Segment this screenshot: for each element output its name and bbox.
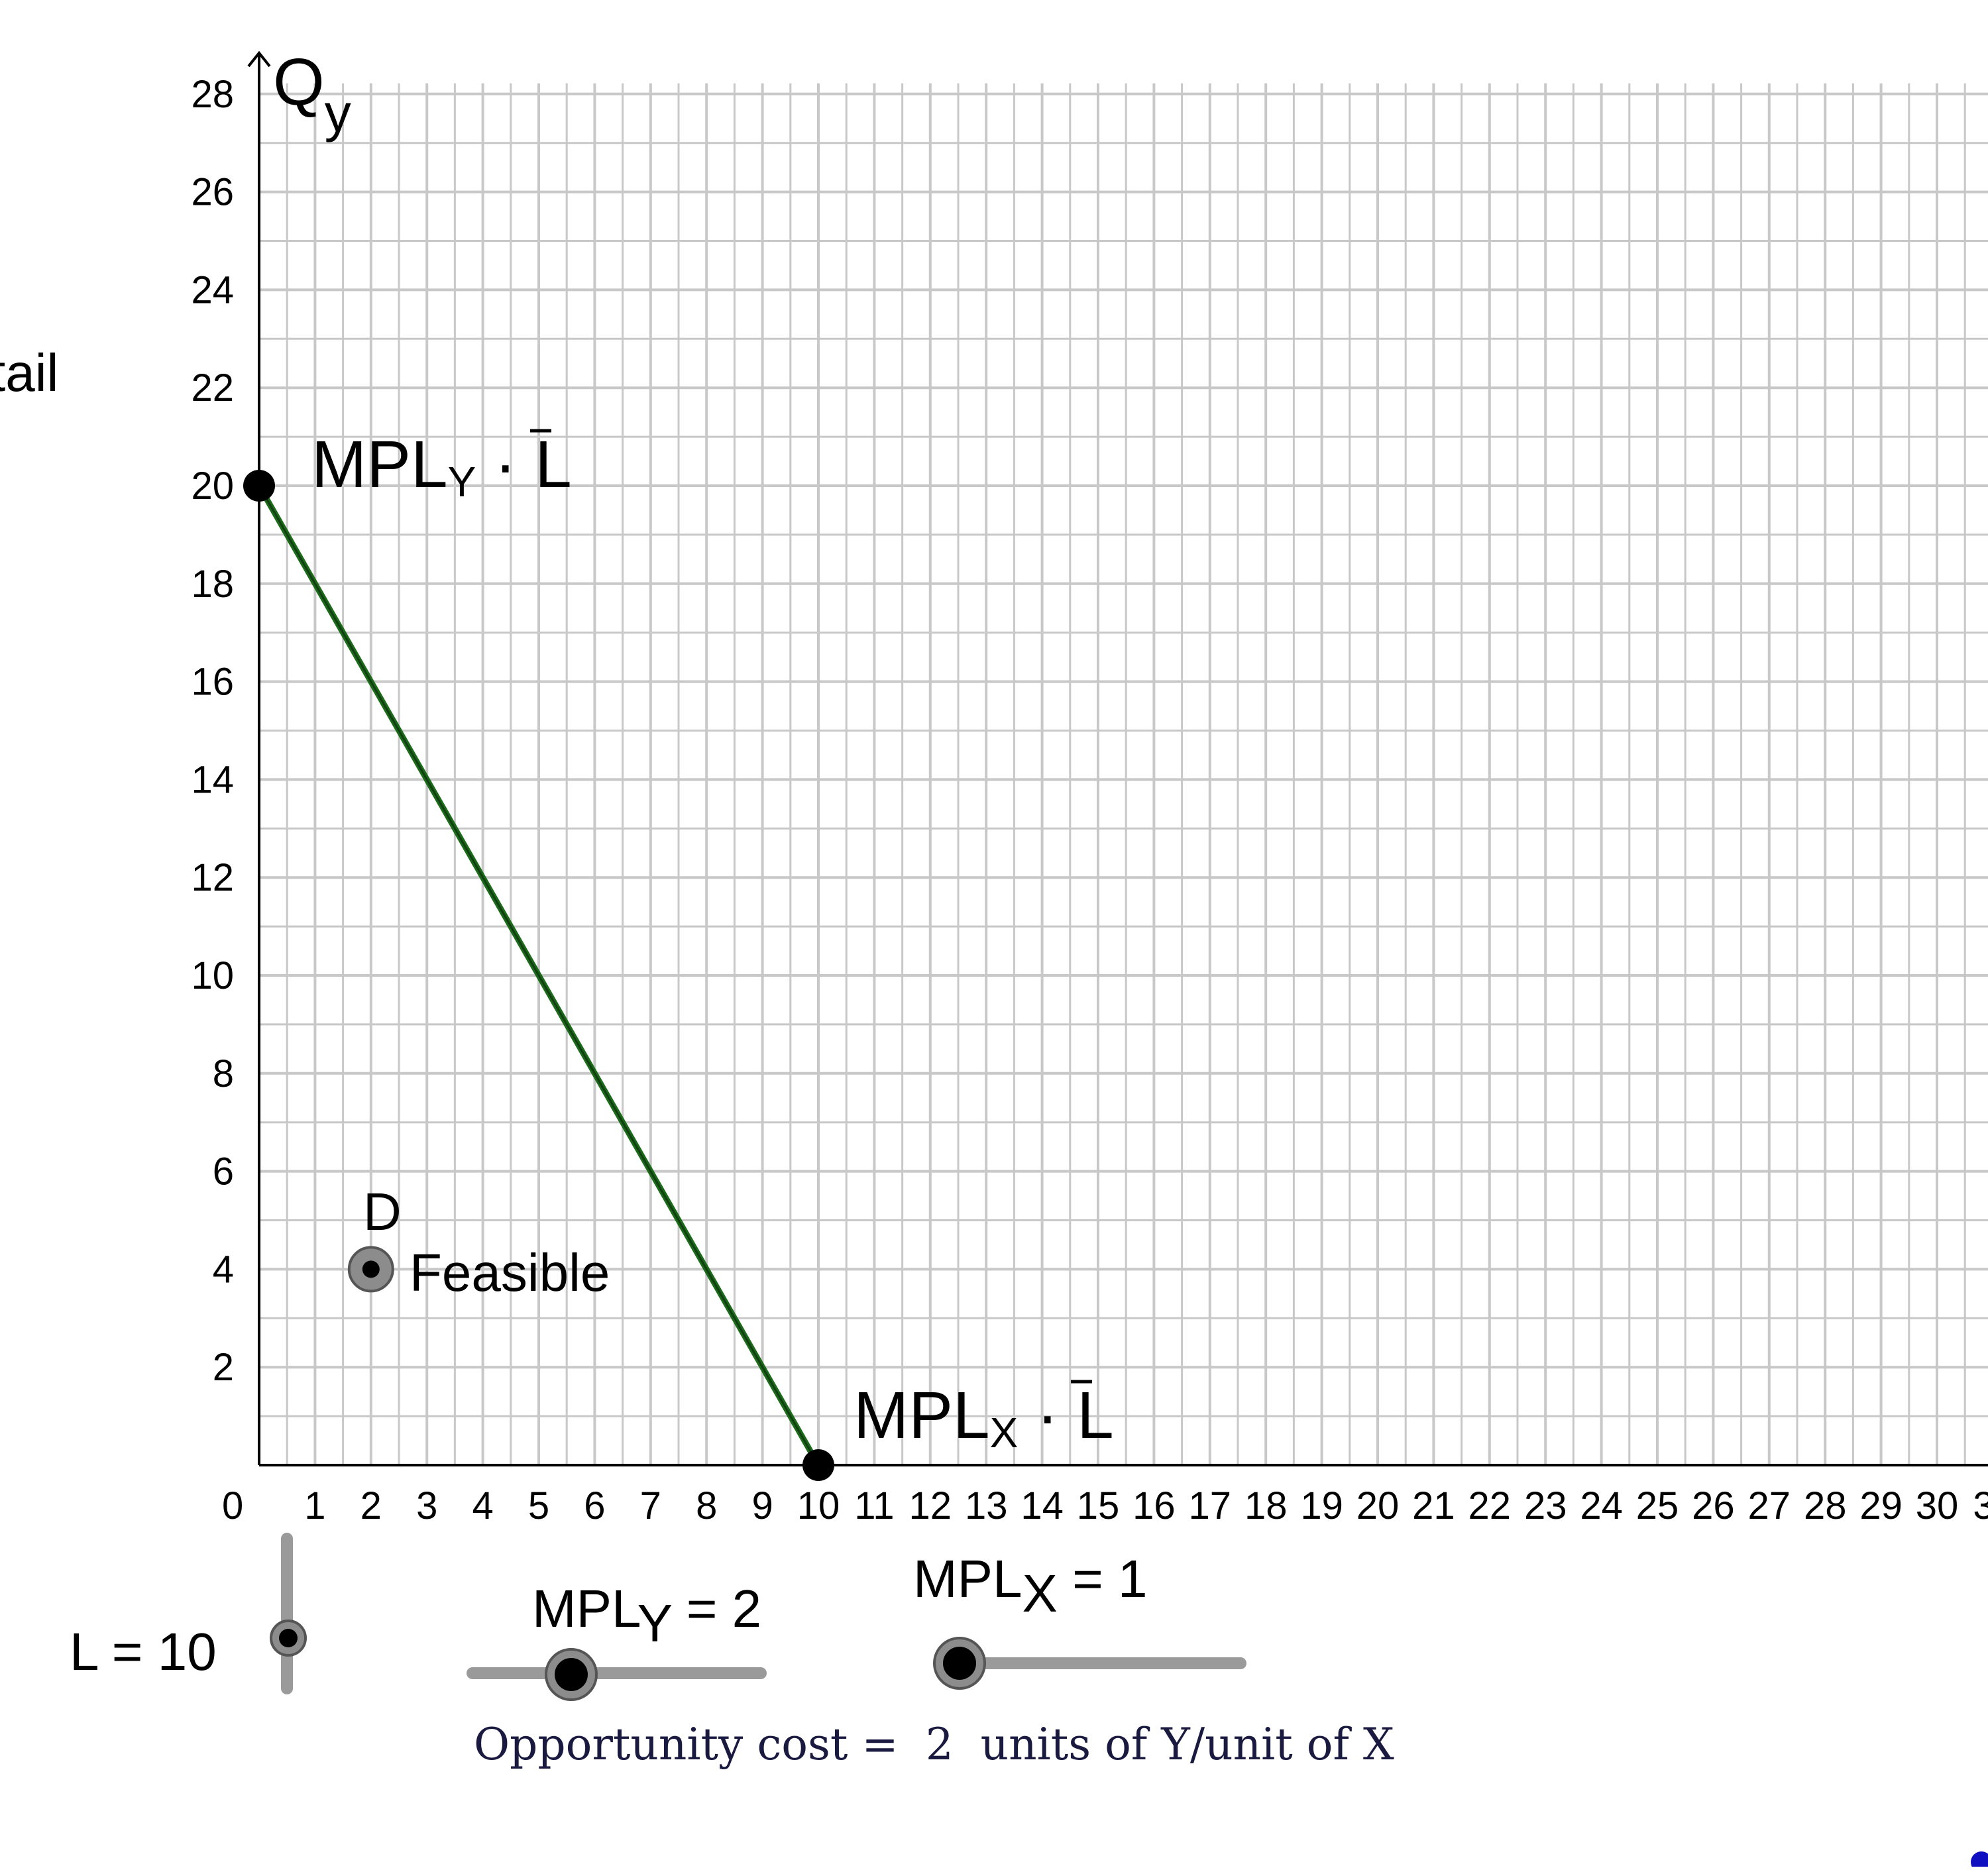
y-tick-label: 2 [213,1346,234,1389]
x-tick-label: 18 [1244,1484,1288,1527]
y-tick-label: 12 [191,856,234,899]
x-tick-label: 22 [1468,1484,1512,1527]
y-tick-label: 20 [191,465,234,508]
x-tick-label: 2 [360,1484,382,1527]
x-tick-label: 13 [965,1484,1008,1527]
point-y-intercept-label: MPLY · L [311,427,572,506]
point-x-intercept[interactable] [802,1449,834,1481]
y-tick-label: 16 [191,661,234,704]
labor-slider[interactable] [270,1533,307,1694]
y-tick-label: 24 [191,268,234,311]
y-axis-label: Qy [273,45,351,142]
x-tick-label: 12 [909,1484,952,1527]
y-tick-label: 14 [191,758,234,801]
x-tick-label: 21 [1412,1484,1455,1527]
x-tick-label: 16 [1132,1484,1176,1527]
x-tick-label: 14 [1021,1484,1064,1527]
x-tick-label: 17 [1189,1484,1232,1527]
y-axis-label-sub: y [325,83,351,142]
x-tick-label: 30 [1916,1484,1959,1527]
point-y-intercept[interactable] [243,470,275,502]
y-tick-label: 28 [191,73,234,116]
x-tick-label: 19 [1300,1484,1343,1527]
point-d-status: Feasible [410,1243,610,1302]
x-tick-label: 0 [222,1484,243,1527]
labor-slider-label: L = 10 [70,1622,217,1681]
x-tick-label: 7 [640,1484,661,1527]
x-tick-label: 25 [1636,1484,1679,1527]
x-tick-label: 24 [1580,1484,1623,1527]
x-tick-label: 23 [1524,1484,1567,1527]
y-axis-arrow-icon [247,50,271,68]
corner-point[interactable] [1971,1851,1988,1870]
y-tick-label: 18 [191,563,234,606]
y-tick-label: 10 [191,954,234,997]
x-tick-label: 6 [584,1484,605,1527]
x-tick-label: 28 [1804,1484,1847,1527]
x-tick-label: 15 [1077,1484,1120,1527]
x-tick-label: 9 [751,1484,773,1527]
x-tick-label: 3 [1973,1484,1988,1527]
mplx-slider[interactable] [933,1637,1246,1690]
point-d[interactable] [347,1246,394,1293]
mplx-slider-thumb-dot [943,1647,976,1680]
x-tick-label: 29 [1859,1484,1903,1527]
x-tick-label: 27 [1748,1484,1791,1527]
x-tick-label: 10 [797,1484,840,1527]
x-tick-labels: 0 1 2 3 4 5 6 7 8 9 10 11 12 13 14 15 16 17 18 19 20 21 22 23 24… [222,1484,1988,1527]
point-d-name: D [363,1182,402,1241]
y-tick-label: 4 [213,1248,234,1291]
ppf-line-core [258,485,820,1466]
y-tick-label: 6 [213,1150,234,1193]
mply-slider-thumb-dot [555,1658,588,1691]
grid [258,83,1988,1466]
side-text: tail [0,343,58,402]
y-tick-label: 8 [213,1052,234,1095]
mply-slider-label: MPLY = 2 [532,1579,761,1653]
y-tick-label: 26 [191,171,234,214]
x-tick-label: 5 [528,1484,549,1527]
axes [247,50,1988,1466]
x-tick-label: 20 [1356,1484,1400,1527]
y-tick-label: 22 [191,366,234,410]
x-tick-label: 1 [304,1484,325,1527]
x-tick-label: 8 [696,1484,717,1527]
x-tick-label: 26 [1692,1484,1735,1527]
mply-slider[interactable] [467,1648,767,1701]
x-tick-label: 11 [854,1484,894,1527]
mplx-slider-label: MPLX = 1 [913,1549,1148,1623]
labor-slider-thumb-dot [279,1629,298,1647]
x-tick-label: 3 [416,1484,437,1527]
x-tick-label: 4 [472,1484,493,1527]
point-x-intercept-label: MPLX · L [854,1378,1114,1457]
opportunity-cost-text: Opportunity cost = 2 units of Y/unit of … [474,1719,1394,1770]
